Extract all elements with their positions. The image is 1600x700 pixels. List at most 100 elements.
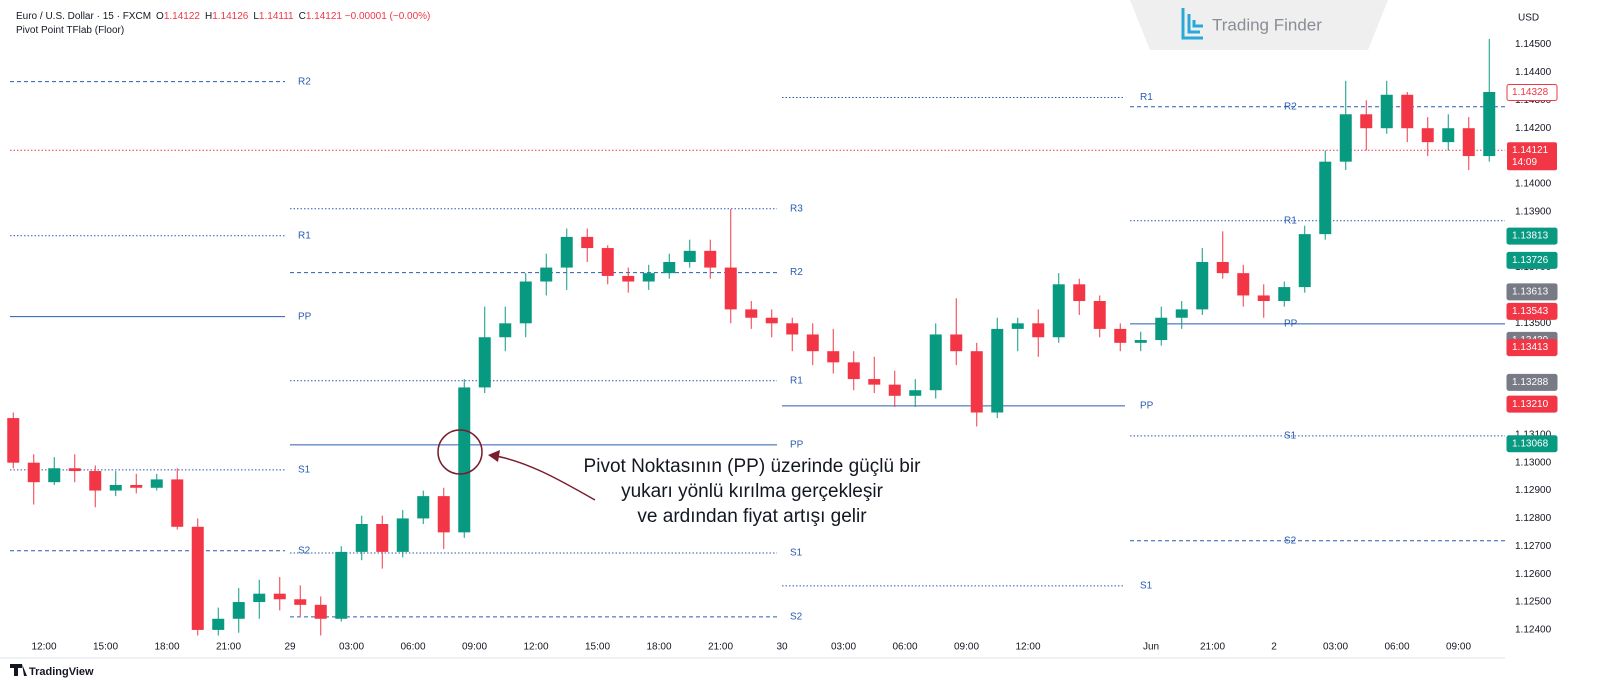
x-tick-label: 12:00 [523, 642, 548, 653]
ohlc-key: C [298, 11, 306, 22]
candle-body [724, 267, 737, 310]
candle-body [1319, 161, 1332, 235]
pivot-label: R1 [1284, 215, 1297, 226]
candle-body [1298, 234, 1311, 288]
price-badge-label: 1.13288 [1512, 377, 1549, 388]
candle-body [68, 468, 81, 472]
candle-body [130, 484, 143, 488]
y-tick-label: 1.12600 [1515, 569, 1552, 580]
ohlc-key: H [204, 11, 213, 22]
candle-body [622, 275, 635, 282]
price-badge [1506, 373, 1558, 391]
x-tick-label: 2 [1271, 642, 1277, 653]
y-tick-label: 1.12800 [1515, 513, 1552, 524]
candle-body [1134, 340, 1147, 343]
x-tick-label: 29 [284, 642, 296, 653]
candle-body [540, 267, 553, 282]
ohlc: O1.14122 H1.14126 L1.14111 C1.14121 [151, 11, 342, 22]
x-tick-label: 15:00 [93, 642, 118, 653]
price-badge [1506, 395, 1558, 413]
pivot-label: S1 [1140, 581, 1153, 592]
ohlc-value: 1.14121 [305, 11, 342, 22]
pivot-label: PP [1140, 400, 1154, 411]
x-tick-label: 12:00 [1015, 642, 1040, 653]
x-tick-label: 09:00 [1446, 642, 1471, 653]
price-badge [1506, 302, 1558, 320]
candle-body [704, 250, 717, 268]
annotation-text: ve ardından fiyat artışı gelir [637, 506, 867, 527]
candle-body [745, 309, 758, 318]
candle-body [560, 236, 573, 268]
x-tick-label: 21:00 [708, 642, 733, 653]
price-badge [1506, 227, 1558, 245]
annotation-text: yukarı yönlü kırılma gerçekleşir [621, 481, 884, 502]
last-price-badge [1507, 142, 1557, 171]
ohlc-key: O [156, 11, 164, 22]
candle-body [868, 379, 881, 385]
y-tick-label: 1.13100 [1515, 429, 1552, 440]
candle-body [1421, 128, 1434, 143]
pivot-label: S1 [298, 465, 311, 476]
candle-body [1052, 284, 1065, 338]
currency: USD [1518, 13, 1539, 24]
price-badge-label: 1.13813 [1512, 231, 1549, 242]
candle-body [396, 518, 409, 552]
pivot-label: R2 [1284, 101, 1297, 112]
x-tick-label: 06:00 [400, 642, 425, 653]
brand-name: Trading Finder [1212, 15, 1322, 34]
last-price-label: 1.14121 [1512, 145, 1549, 156]
candle-body [1155, 317, 1168, 341]
price-badge-label: 1.13613 [1512, 286, 1549, 297]
x-tick-label: 18:00 [646, 642, 671, 653]
price-badge-label: 1.13413 [1512, 342, 1549, 353]
x-tick-label: 30 [776, 642, 788, 653]
header: Euro / U.S. Dollar · 15 · FXCM O1.14122 H1… [16, 10, 430, 38]
candle-body [1011, 323, 1024, 329]
price-badge-label: 1.13210 [1512, 399, 1549, 410]
countdown: 14:09 [1512, 157, 1537, 168]
candle-body [1237, 273, 1250, 296]
candle-body [1175, 309, 1188, 318]
ohlc-key: L [253, 11, 259, 22]
price-badge [1506, 251, 1558, 269]
candle-body [786, 323, 799, 335]
price-badge [1506, 84, 1558, 102]
candle-body [376, 524, 389, 552]
symbol-row: Euro / U.S. Dollar · 15 · FXCM O1.14122 H1… [16, 10, 430, 24]
candle-body [827, 351, 840, 363]
pivot-label: S2 [298, 545, 311, 556]
x-tick-label: 06:00 [1384, 642, 1409, 653]
x-tick-label: 18:00 [154, 642, 179, 653]
candle-body [888, 384, 901, 396]
pivot-label: R1 [1140, 92, 1153, 103]
candle-body [1483, 91, 1496, 157]
candle-body [601, 248, 614, 276]
plot: 1.12400 1.12500 1.12600 1.12700 1.12800 1.129… [7, 39, 1558, 653]
x-tick-label: 21:00 [1200, 642, 1225, 653]
candle-body [1339, 114, 1352, 162]
x-tick-label: 09:00 [954, 642, 979, 653]
x-tick-label: 06:00 [892, 642, 917, 653]
candle-body [519, 281, 532, 324]
candle-body [806, 334, 819, 352]
candle-body [294, 599, 307, 605]
candle-body [273, 593, 286, 600]
y-tick-label: 1.14200 [1515, 123, 1552, 134]
candle-body [253, 593, 266, 603]
y-tick-label: 1.13500 [1515, 318, 1552, 329]
y-tick-label: 1.14000 [1515, 179, 1552, 190]
candle-body [48, 468, 61, 483]
price-badge-label: 1.13726 [1512, 255, 1549, 266]
pivot-label: S1 [790, 548, 803, 559]
x-tick-label: 09:00 [462, 642, 487, 653]
candle-body [909, 390, 922, 396]
candle-body [212, 618, 225, 630]
pivot-label: PP [1284, 319, 1298, 330]
pivot-label: S2 [1284, 535, 1297, 546]
candle-body [663, 262, 676, 274]
candle-body [1196, 262, 1209, 310]
candle-body [683, 250, 696, 262]
ohlc-value: 1.14122 [163, 11, 200, 22]
highlight-circle [437, 429, 483, 475]
